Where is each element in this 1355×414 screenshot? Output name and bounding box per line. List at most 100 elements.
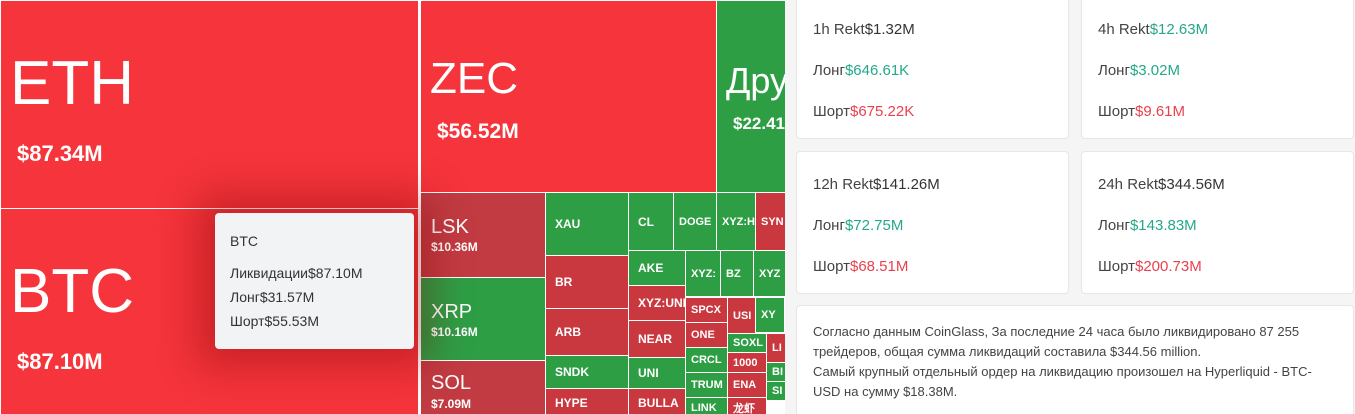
stat-row: Лонг$646.61K	[813, 62, 1052, 79]
tile-label: XYZ:H	[722, 215, 755, 228]
tile: USI	[727, 297, 756, 335]
stat-card: 1h Rekt$1.32M Лонг$646.61K Шорт$675.22K	[796, 0, 1069, 139]
tooltip-row: Шорт$55.53M	[230, 313, 400, 329]
tile: NEAR	[628, 320, 686, 358]
tile-label: CL	[638, 214, 654, 229]
tile-label: HYPE	[555, 396, 588, 410]
stat-label: Шорт	[813, 258, 850, 275]
tile: ETH $87.34M	[0, 0, 419, 209]
stat-row: Шорт$9.61M	[1098, 103, 1337, 120]
tooltip-row: Лонг$31.57M	[230, 289, 400, 305]
tile: ZEC $56.52M	[420, 0, 717, 193]
stat-label: Лонг	[1098, 217, 1130, 234]
tile-value: $87.10M	[17, 349, 103, 374]
tile-label: LI	[772, 342, 782, 354]
tile-label: CRCL	[691, 354, 722, 366]
tile-label: BR	[555, 275, 573, 289]
tooltip-label: Ликвидации	[230, 265, 309, 281]
stat-row: Лонг$3.02M	[1098, 62, 1337, 79]
stat-row: 24h Rekt$344.56M	[1098, 176, 1337, 193]
stat-value: $1.32M	[864, 21, 915, 38]
tile: AKE	[628, 250, 686, 286]
tile-label: Дру	[726, 60, 785, 101]
stat-value: $72.75M	[844, 217, 904, 234]
tile-label: 1000	[733, 356, 758, 369]
tile-label: 龙虾	[733, 402, 755, 414]
tile: XYZ:H	[716, 192, 756, 251]
stat-label: Лонг	[813, 217, 845, 234]
tile: XYZ	[753, 250, 785, 297]
tile-label: XAU	[555, 217, 581, 231]
tile: SNDK	[545, 355, 629, 389]
tile-label: UNI	[638, 366, 659, 380]
stat-label: Шорт	[1098, 103, 1135, 120]
tile-label: SOL	[431, 372, 472, 394]
tile-label: ONE	[691, 329, 715, 341]
summary-text: Согласно данным CoinGlass, За последние …	[813, 324, 1300, 359]
stat-row: Лонг$72.75M	[813, 217, 1052, 234]
tile-label: XYZ:UNI	[638, 296, 686, 310]
tile: BULLA	[628, 388, 686, 414]
tile: DOGE	[673, 192, 717, 251]
tile-label: ARB	[555, 325, 581, 339]
tile: XYZ:	[685, 250, 721, 297]
tile: TRUM	[685, 372, 728, 398]
stat-label: Шорт	[813, 103, 850, 120]
tile: XYZ:UNI	[628, 285, 686, 321]
stat-value: $141.26M	[873, 176, 940, 193]
tile: SYN	[755, 192, 785, 251]
stat-label: Лонг	[1098, 62, 1130, 79]
tile-label: BI	[772, 366, 783, 378]
tile-label: XY	[761, 309, 776, 321]
tooltip-value: $31.57M	[259, 289, 315, 305]
tile-label: BZ	[726, 267, 741, 280]
tile-label: LSK	[431, 216, 469, 238]
stat-row: Лонг$143.83M	[1098, 217, 1337, 234]
tooltip-value: $55.53M	[264, 313, 319, 329]
tile: SPCX	[685, 297, 728, 323]
tile-label: SOXL	[733, 337, 763, 349]
summary-text: Самый крупный отдельный ордер на ликвида…	[813, 364, 1312, 399]
tile-label: SNDK	[555, 365, 590, 379]
tile: BR	[545, 255, 629, 309]
tile-label: USI	[733, 310, 752, 322]
tile-label: LINK	[691, 401, 717, 414]
tile: CL	[628, 192, 674, 251]
tile-value: $7.09M	[431, 397, 472, 411]
tile-label: XRP	[431, 301, 473, 323]
tile: LSK $10.36M	[420, 192, 546, 278]
stat-value: $646.61K	[844, 62, 910, 79]
tile: XY	[755, 297, 785, 333]
tooltip-label: Лонг	[230, 289, 260, 305]
stat-row: 4h Rekt$12.63M	[1098, 21, 1337, 38]
stat-row: Шорт$68.51M	[813, 258, 1052, 275]
tooltip: BTC Ликвидации$87.10M Лонг$31.57M Шорт$55.…	[215, 213, 414, 349]
tooltip-label: Шорт	[230, 313, 265, 329]
tile-label: XYZ:	[691, 267, 717, 280]
tile-label: SYN	[761, 215, 784, 228]
stat-value: $675.22K	[849, 103, 915, 120]
tile-value: $87.34M	[17, 141, 103, 166]
stat-card: 24h Rekt$344.56M Лонг$143.83M Шорт$200.73M	[1081, 151, 1354, 294]
tile: BZ	[720, 250, 754, 297]
stat-label: Шорт	[1098, 258, 1135, 275]
tile-label: SI	[772, 385, 783, 397]
tile-label: BULLA	[638, 396, 679, 410]
tooltip-value: $87.10M	[308, 265, 363, 281]
tile: LINK	[685, 397, 728, 414]
tile-value: $22.41	[733, 114, 785, 133]
tile: LI	[766, 333, 785, 363]
tile: 1000	[727, 352, 767, 373]
tile: XRP $10.16M	[420, 277, 546, 361]
tile-label: NEAR	[638, 332, 673, 346]
stat-label: 1h Rekt	[813, 21, 865, 38]
stat-row: 12h Rekt$141.26M	[813, 176, 1052, 193]
tile: 龙虾	[727, 397, 767, 414]
tile-label: ZEC	[430, 54, 518, 103]
tile: HYPE	[545, 388, 629, 414]
tile-label: SPCX	[691, 304, 721, 316]
tile: BI	[766, 362, 785, 382]
stat-card: 4h Rekt$12.63M Лонг$3.02M Шорт$9.61M	[1081, 0, 1354, 139]
tile: SI	[766, 381, 785, 401]
tile-label: TRUM	[691, 379, 723, 391]
